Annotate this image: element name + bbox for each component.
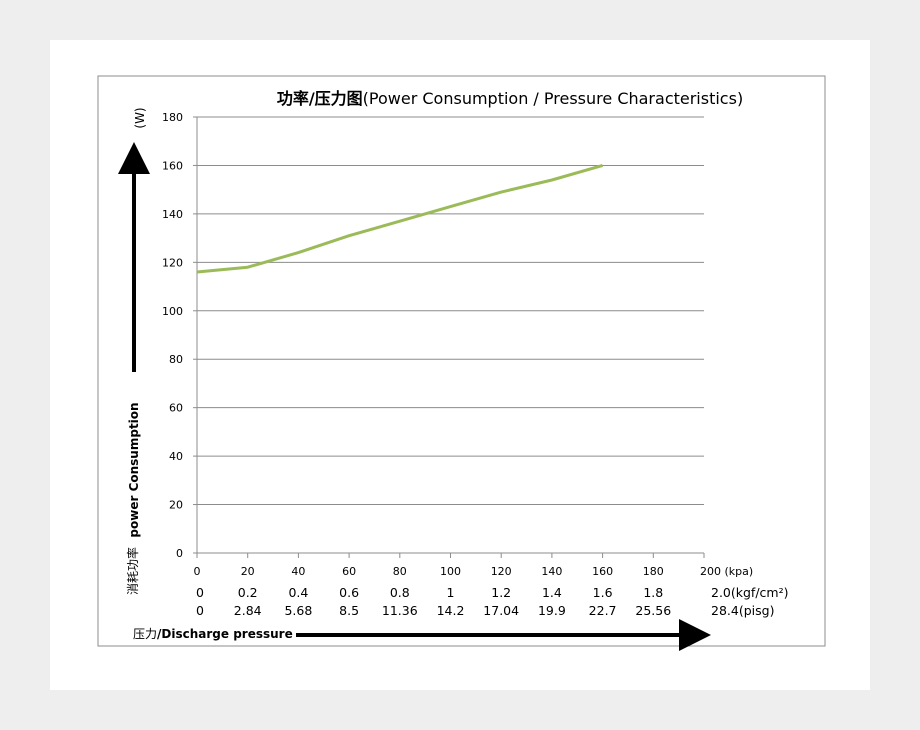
psig-value: 2.84 xyxy=(234,603,262,618)
kgf-value: 1.6 xyxy=(593,585,613,600)
kgf-value: 1 xyxy=(447,585,455,600)
y-axis-label-en: power Consumption xyxy=(127,402,141,537)
kgf-value: 1.2 xyxy=(491,585,511,600)
psig-value: 5.68 xyxy=(284,603,312,618)
kgf-value: 0.8 xyxy=(390,585,410,600)
psig-value: 22.7 xyxy=(589,603,617,618)
y-tick-label: 160 xyxy=(162,159,183,172)
x-tick-labels: 0 20 40 60 80 100 120 140 160 180 200 (kpa) xyxy=(194,565,754,578)
kgf-value: 0 xyxy=(196,585,204,600)
psig-value: 0 xyxy=(196,603,204,618)
series-line xyxy=(196,163,604,274)
kgf-value: 1.4 xyxy=(542,585,562,600)
chart-title: 功率/压力图(Power Consumption / Pressure Char… xyxy=(277,89,743,108)
psig-value: 11.36 xyxy=(382,603,418,618)
psig-row: 0 2.84 5.68 8.5 11.36 14.2 17.04 19.9 22.7 25.56 2… xyxy=(196,603,774,618)
y-tick-label: 60 xyxy=(169,402,183,415)
psig-value: 14.2 xyxy=(437,603,465,618)
y-tick-label: 20 xyxy=(169,499,183,512)
x-tick-label: 120 xyxy=(491,565,512,578)
x-tick-label: 180 xyxy=(643,565,664,578)
x-tick-label: 100 xyxy=(440,565,461,578)
kgf-value: 0.2 xyxy=(238,585,258,600)
chart-frame xyxy=(97,75,826,647)
y-tick-label: 0 xyxy=(176,547,183,560)
psig-value: 19.9 xyxy=(538,603,566,618)
x-tick-label: 20 xyxy=(241,565,255,578)
y-tick-labels: 0 20 40 60 80 100 120 140 160 180 xyxy=(162,111,183,560)
x-tick-label: 140 xyxy=(541,565,562,578)
x-tick-label: 60 xyxy=(342,565,356,578)
y-tick-label: 40 xyxy=(169,450,183,463)
kgf-value: 0.4 xyxy=(288,585,308,600)
kgf-value: 1.8 xyxy=(643,585,663,600)
y-axis-label-cn: 消耗功率 xyxy=(125,547,140,595)
kgf-row: 0 0.2 0.4 0.6 0.8 1 1.2 1.4 1.6 1.8 2.0(kgf/cm²) xyxy=(196,585,788,600)
psig-value: 17.04 xyxy=(483,603,519,618)
x-tick-label: 0 xyxy=(194,565,201,578)
psig-value: 25.56 xyxy=(635,603,671,618)
psig-value: 8.5 xyxy=(339,603,359,618)
x-tick-label: 80 xyxy=(393,565,407,578)
psig-value: 28.4(pisg) xyxy=(711,603,774,618)
x-tick-label: 40 xyxy=(291,565,305,578)
x-axis-label: 压力/Discharge pressure xyxy=(133,627,293,641)
y-axis-unit: (W) xyxy=(133,107,147,128)
x-tick-label: 160 xyxy=(592,565,613,578)
x-tick-label: 200 (kpa) xyxy=(700,565,753,578)
kgf-value: 2.0(kgf/cm²) xyxy=(711,585,788,600)
kgf-value: 0.6 xyxy=(339,585,359,600)
y-tick-label: 120 xyxy=(162,256,183,269)
y-tick-label: 140 xyxy=(162,208,183,221)
series-layer xyxy=(196,163,604,274)
y-tick-label: 80 xyxy=(169,353,183,366)
axes xyxy=(193,116,705,558)
gridlines xyxy=(197,116,704,506)
y-tick-label: 180 xyxy=(162,111,183,124)
y-tick-label: 100 xyxy=(162,305,183,318)
